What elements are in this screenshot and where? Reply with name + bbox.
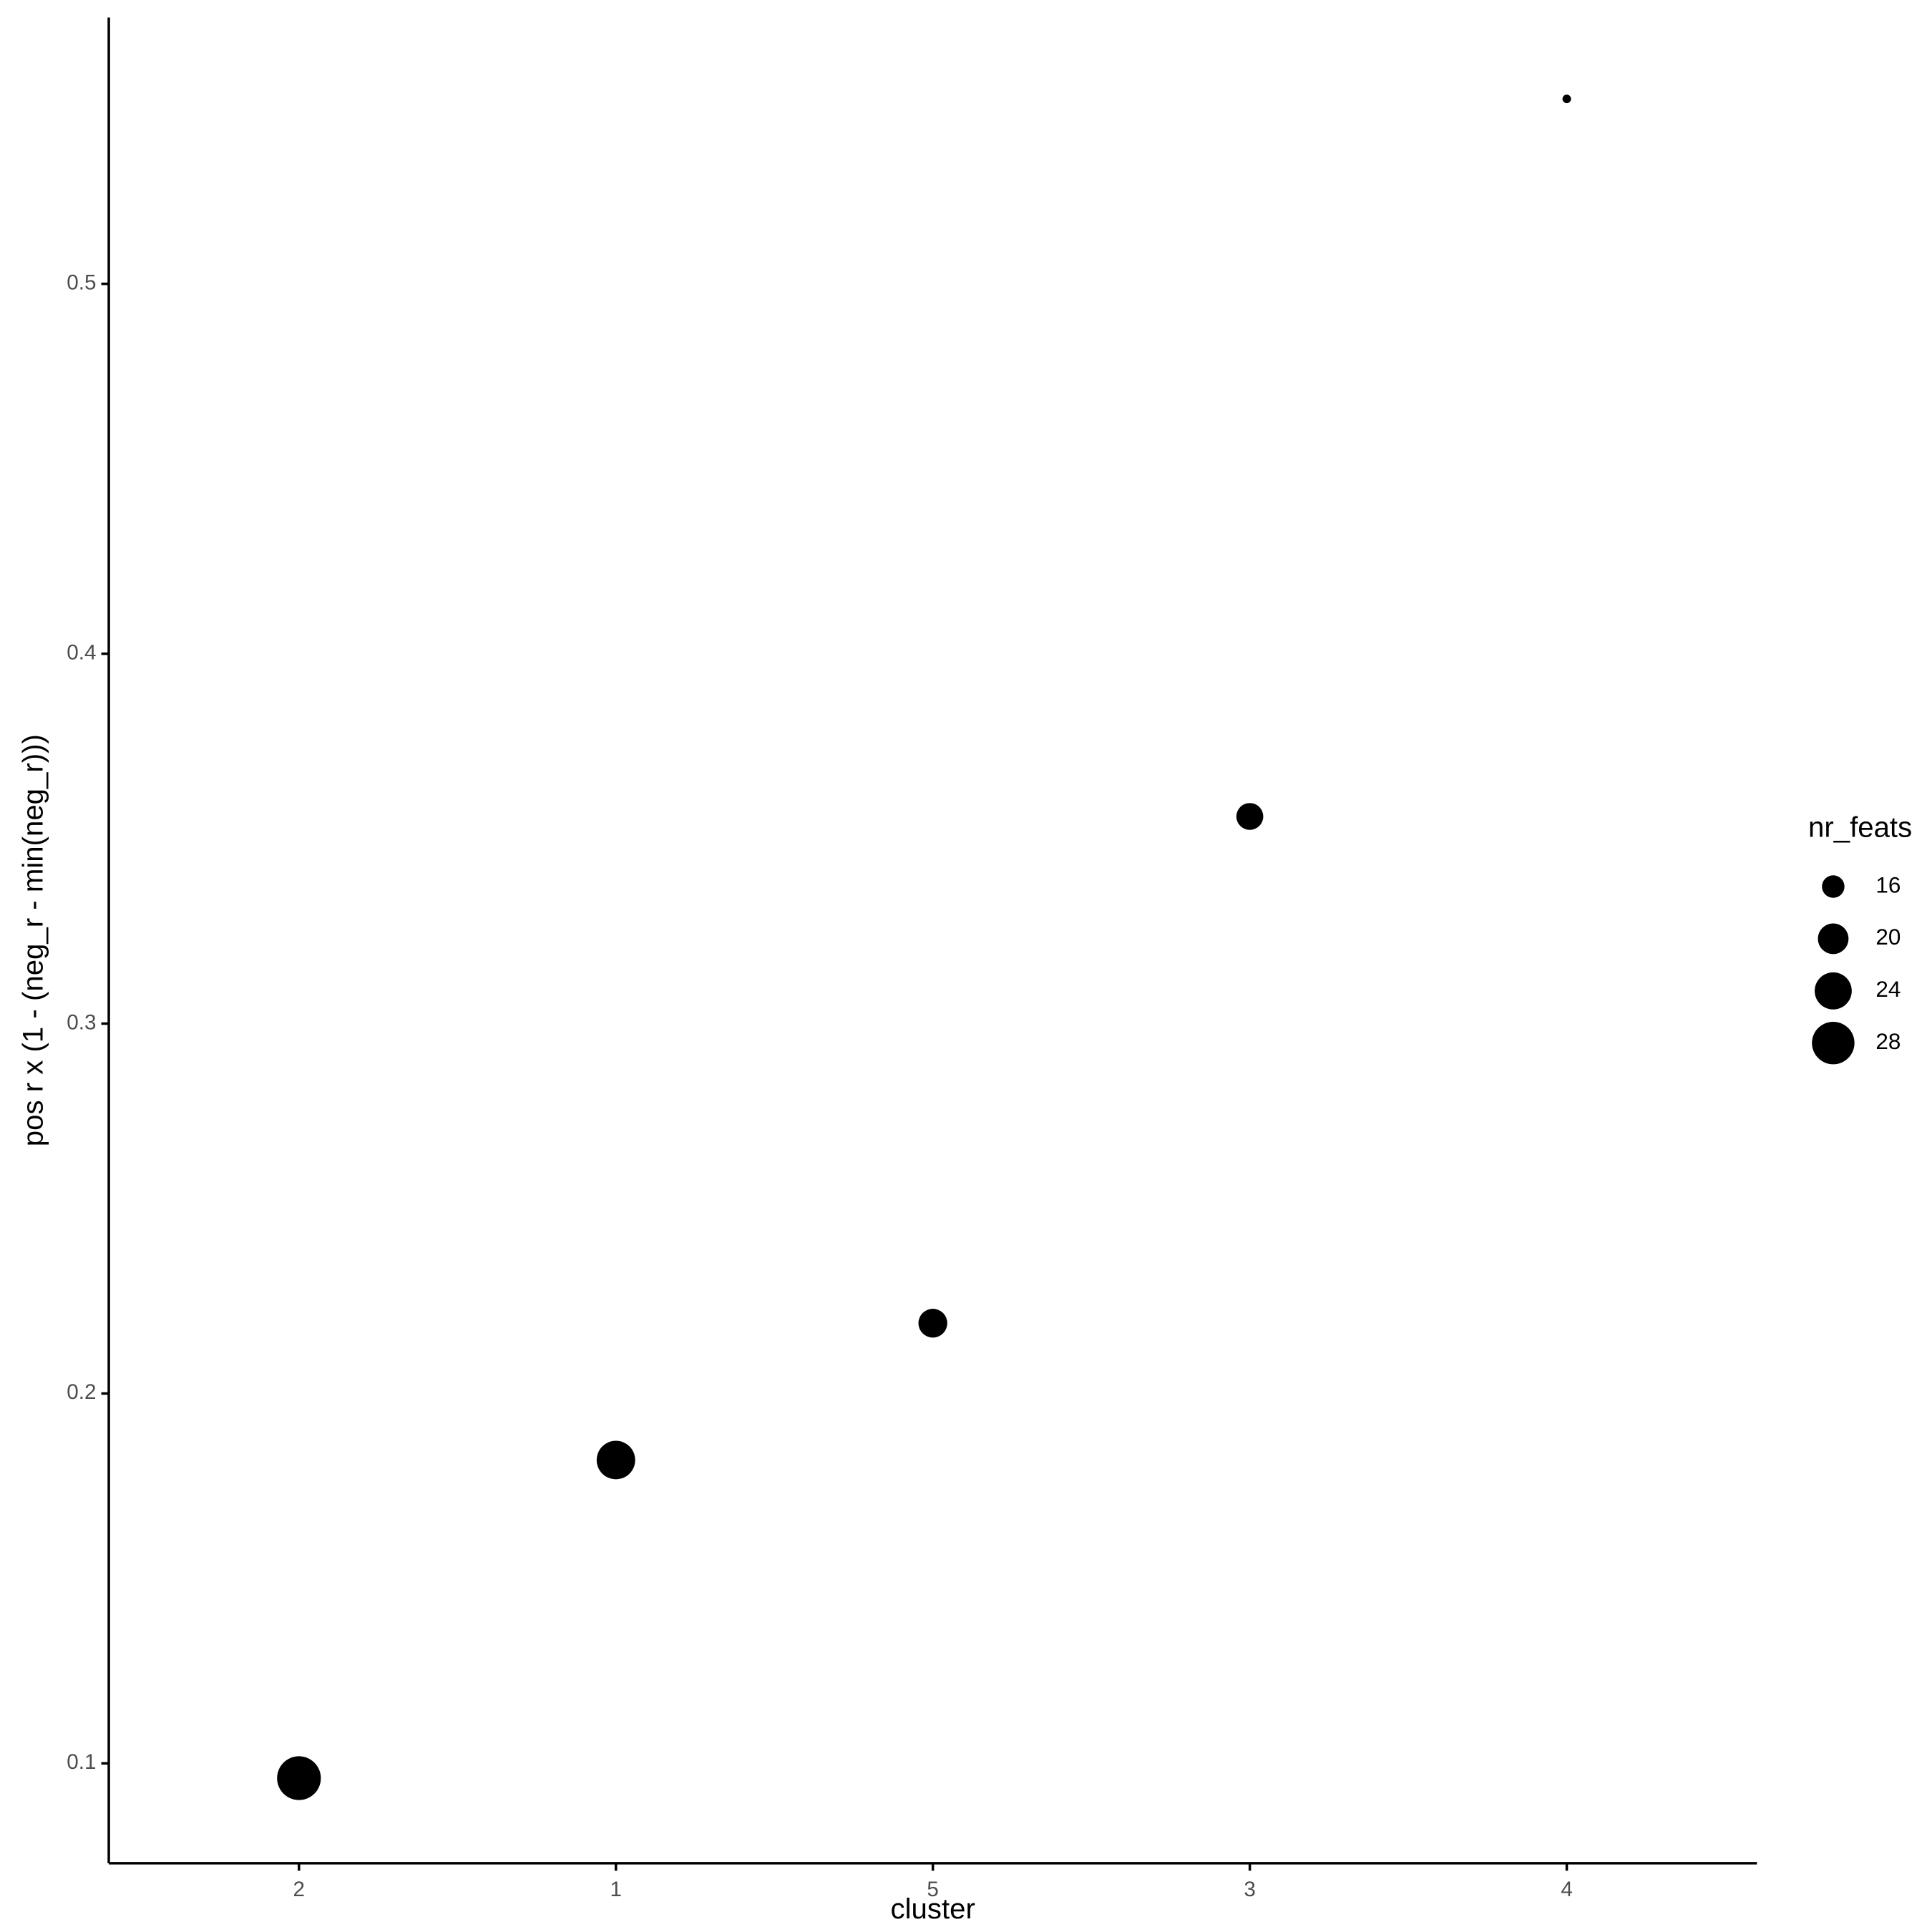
legend-key bbox=[1822, 875, 1845, 898]
x-tick-label: 4 bbox=[1561, 1878, 1573, 1901]
y-tick-label: 0.1 bbox=[67, 1750, 96, 1774]
y-axis-title: pos r x (1 - (neg_r - min(neg_r))) bbox=[17, 734, 49, 1146]
legend-label: 24 bbox=[1875, 977, 1901, 1002]
y-tick-label: 0.4 bbox=[67, 640, 96, 664]
y-tick-label: 0.3 bbox=[67, 1010, 96, 1034]
legend-key bbox=[1815, 972, 1852, 1010]
point bbox=[1562, 94, 1571, 104]
legend-title: nr_feats bbox=[1808, 811, 1912, 843]
x-axis-title: cluster bbox=[891, 1893, 975, 1925]
y-tick-label: 0.2 bbox=[67, 1380, 96, 1404]
y-tick-label: 0.5 bbox=[67, 270, 96, 294]
legend-label: 16 bbox=[1875, 872, 1901, 897]
point bbox=[277, 1756, 321, 1800]
legend-key bbox=[1812, 1021, 1855, 1065]
legend-label: 28 bbox=[1875, 1029, 1901, 1054]
x-tick-label: 1 bbox=[610, 1878, 622, 1901]
point bbox=[1236, 803, 1264, 830]
x-tick-label: 5 bbox=[927, 1878, 939, 1901]
legend-key bbox=[1818, 923, 1849, 955]
x-tick-label: 3 bbox=[1244, 1878, 1256, 1901]
x-tick-label: 2 bbox=[293, 1878, 306, 1901]
point bbox=[918, 1309, 947, 1338]
legend-label: 20 bbox=[1875, 924, 1901, 950]
point bbox=[596, 1440, 635, 1480]
